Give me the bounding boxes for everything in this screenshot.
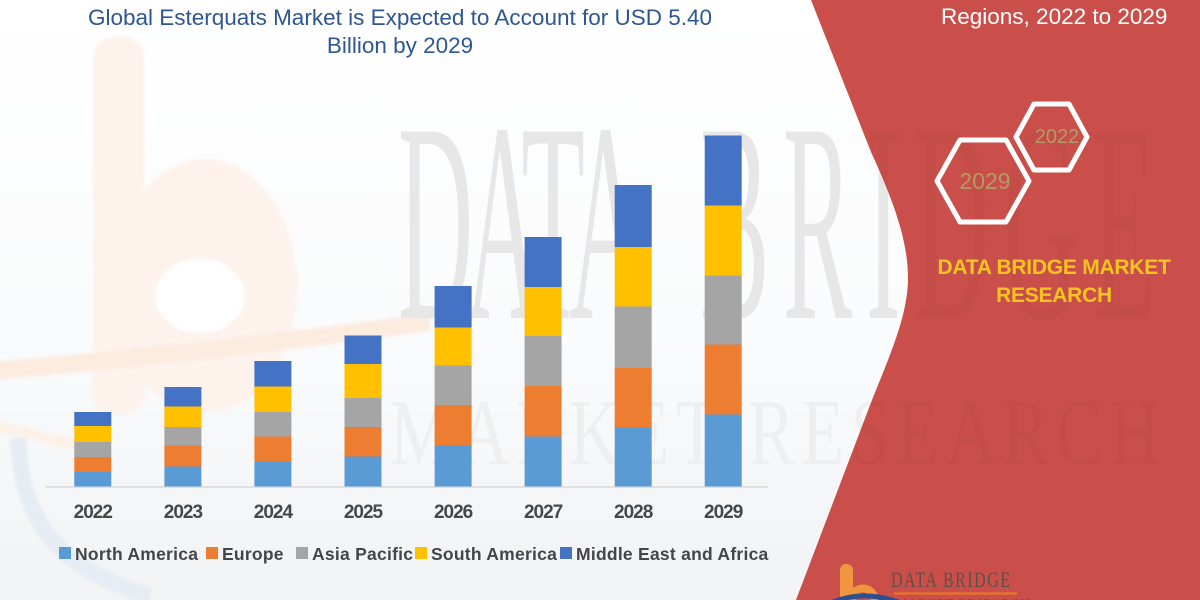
svg-text:MARKET RESEARCH: MARKET RESEARCH (896, 596, 1030, 600)
